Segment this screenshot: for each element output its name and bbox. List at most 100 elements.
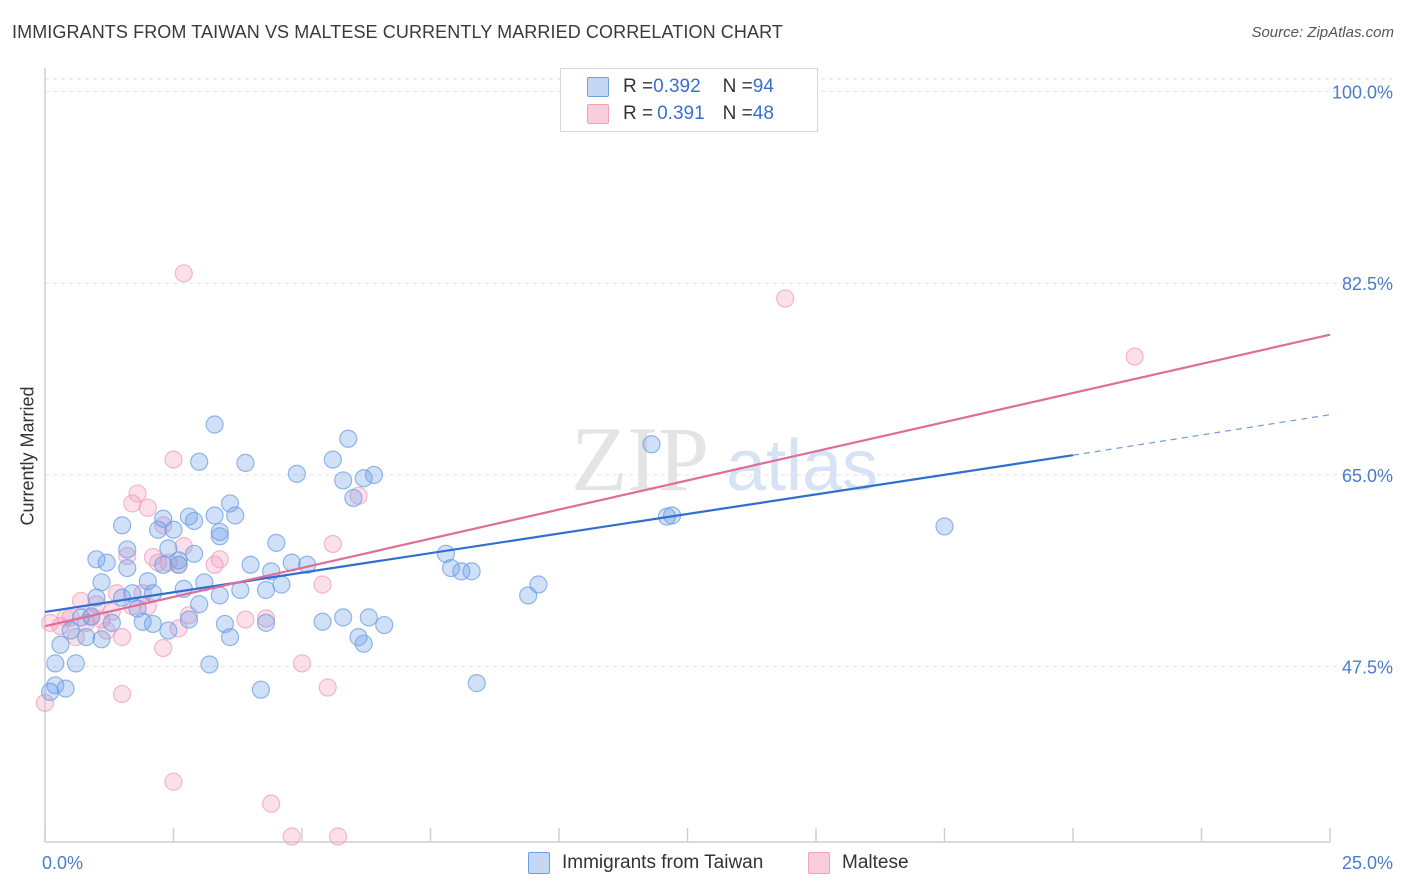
taiwan-point [92,573,111,592]
maltese-trend-line [44,333,1331,628]
taiwan-point [138,572,157,591]
taiwan-point [102,613,121,632]
taiwan-point [118,540,137,559]
taiwan-point [467,674,486,693]
taiwan-point [87,550,106,569]
taiwan-point [462,562,481,581]
taiwan-point [441,558,461,578]
y-tick-label: 65.0% [1342,466,1393,486]
taiwan-point [267,533,286,552]
series-legend: Immigrants from Taiwan Maltese [0,852,1406,876]
legend-label-taiwan: Immigrants from Taiwan [562,852,764,873]
taiwan-trend-line [44,454,1074,613]
taiwan-point [354,469,373,488]
maltese-point [262,794,281,813]
taiwan-point [344,488,363,508]
legend-item-maltese: Maltese [808,852,909,874]
maltese-point [205,555,224,574]
legend-r-label: R = [623,76,654,97]
legend-r-value: 0.391 [657,103,705,124]
legend-n-value: 48 [752,103,774,124]
taiwan-point [46,654,65,673]
taiwan-point [210,586,229,605]
maltese-point [776,289,795,308]
y-tick-label: 47.5% [1342,658,1393,678]
maltese-point [154,638,173,658]
maltese-point [318,678,337,697]
taiwan-point [46,676,65,695]
legend-row-taiwan: R = 0.392 N = 94 [587,74,774,100]
tick-labels: 47.5% 65.0% 82.5% 100.0% 0.0% 25.0% [42,82,1393,873]
axes [44,68,1331,843]
legend-row-maltese: R = 0.391 N = 48 [587,101,774,127]
source-label: Source: ZipAtlas.com [1251,24,1394,41]
taiwan-point [241,555,260,574]
taiwan-point [112,516,132,535]
taiwan-point [339,429,358,448]
taiwan-point [313,612,332,631]
taiwan-point [375,615,394,635]
maltese-point [256,609,276,628]
maltese-point [282,827,301,846]
maltese-point [236,610,255,629]
taiwan-point [51,635,70,654]
taiwan-point [190,452,209,471]
taiwan-point [236,453,255,472]
taiwan-point [251,680,270,699]
maltese-point [128,484,147,503]
taiwan-point [159,621,178,640]
taiwan-point [287,464,306,483]
chart-title: IMMIGRANTS FROM TAIWAN VS MALTESE CURREN… [12,22,783,42]
taiwan-point [184,544,204,563]
legend-swatch-blue [587,77,609,97]
legend-swatch-pink [587,104,609,124]
taiwan-point [159,539,178,558]
y-tick-label: 100.0% [1332,82,1393,102]
taiwan-point [143,614,163,634]
taiwan-point [210,522,229,542]
legend-swatch-pink [808,852,830,874]
legend-r-label: R = [623,103,654,124]
taiwan-point [334,608,353,627]
maltese-point [323,534,342,554]
maltese-point [35,693,55,712]
taiwan-point [220,628,240,647]
grid-lines [45,78,1392,668]
x-tick-label: 25.0% [1342,853,1393,873]
maltese-point [112,628,132,647]
taiwan-point [359,608,378,627]
maltese-point [328,827,348,846]
legend-n-label: N = [722,103,753,124]
trend-lines [44,333,1331,628]
taiwan-point [935,517,954,536]
taiwan-point [200,655,219,674]
x-tick-label: 0.0% [42,853,83,873]
taiwan-point [354,634,373,653]
taiwan-point [205,506,224,525]
taiwan-point [92,630,111,649]
maltese-point [164,450,183,469]
taiwan-point [220,494,240,513]
watermark: ZIP atlas [571,408,878,510]
taiwan-point [169,551,188,570]
maltese-point [313,575,332,594]
maltese-point [138,498,157,517]
maltese-point [1125,347,1144,366]
maltese-point [164,772,183,791]
taiwan-point [452,562,471,581]
maltese-point [112,684,132,704]
taiwan-point [66,654,85,673]
y-tick-label: 82.5% [1342,274,1393,294]
taiwan-point [164,520,183,539]
taiwan-point [205,415,224,434]
taiwan-point [154,555,173,574]
legend-swatch-blue [528,852,550,874]
maltese-point [123,494,142,513]
maltese-point [174,537,193,556]
taiwan-point [529,575,548,594]
legend-n-label: N = [722,76,753,97]
taiwan-point [97,553,116,572]
taiwan-point [364,465,384,485]
taiwan-point [56,679,75,698]
